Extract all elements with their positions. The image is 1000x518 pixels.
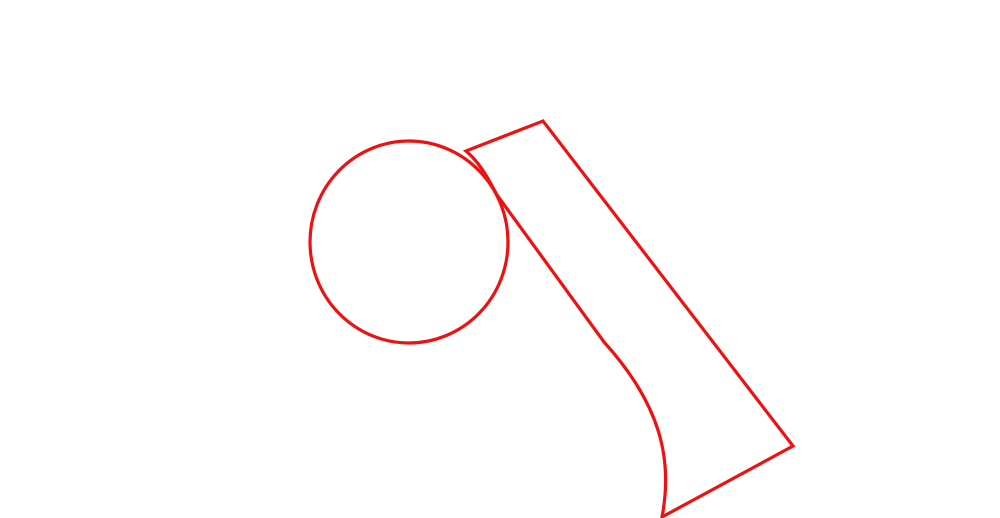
circle-outline [308, 139, 510, 345]
curved-quadrilateral-outline [462, 119, 796, 518]
